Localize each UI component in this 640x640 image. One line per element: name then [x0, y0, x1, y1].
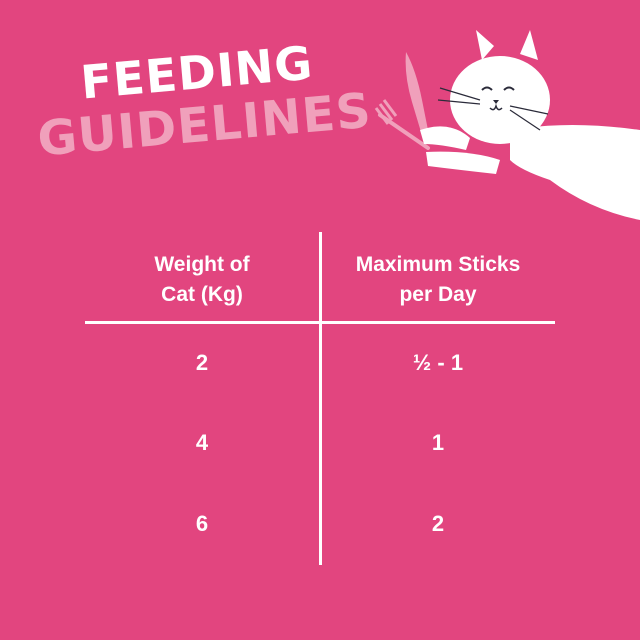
header-sticks: Maximum Sticks per Day [318, 250, 558, 310]
row-3-weight: 6 [195, 511, 209, 536]
row-2-sticks: 1 [431, 430, 445, 455]
header-sticks-line-2: per Day [399, 283, 477, 306]
header-weight: Weight of Cat (Kg) [82, 250, 322, 310]
row-2-weight: 4 [195, 430, 209, 455]
row-1-weight: 2 [195, 350, 209, 375]
cat-illustration [374, 30, 640, 220]
table-column-divider [319, 232, 322, 565]
row-1-sticks: ½ - 1 [412, 350, 464, 375]
knife-icon [405, 52, 430, 142]
header-sticks-line-1: Maximum Sticks [355, 253, 521, 276]
header-weight-line-1: Weight of [154, 253, 250, 276]
row-3-sticks: 2 [431, 511, 445, 536]
fork-icon [374, 99, 430, 150]
table-header-divider [85, 321, 555, 324]
header-weight-line-2: Cat (Kg) [161, 283, 243, 306]
